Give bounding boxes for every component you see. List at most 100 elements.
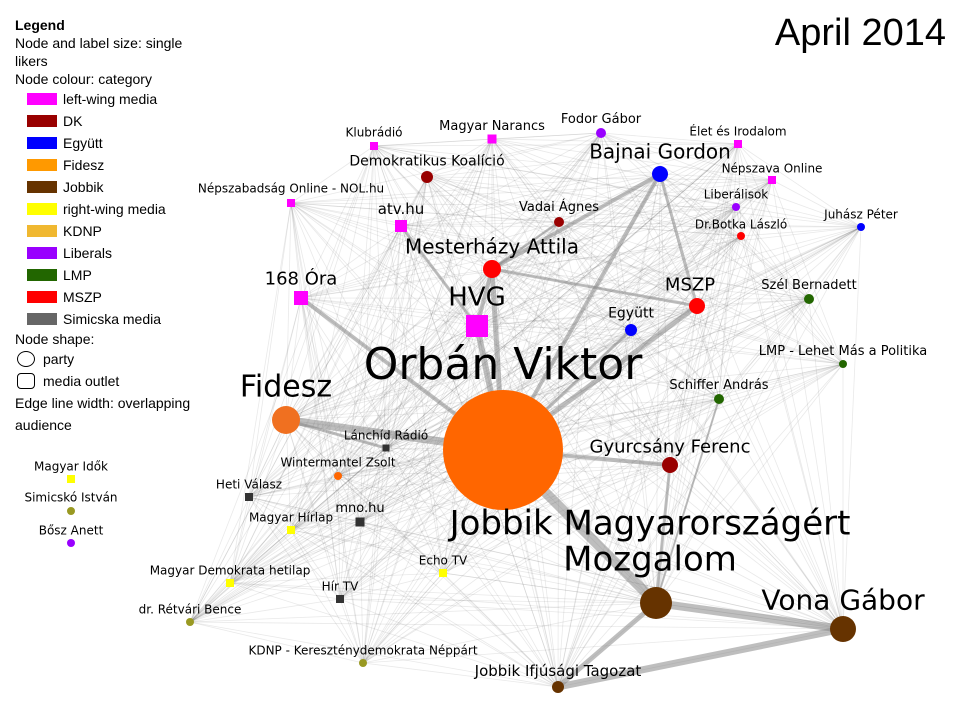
node-label: Jobbik Ifjúsági Tagozat [474, 662, 642, 681]
media-node [395, 220, 407, 232]
node-label: Orbán Viktor [363, 338, 643, 390]
edge [189, 398, 720, 623]
edge [300, 145, 375, 299]
edge [248, 268, 493, 498]
edge [740, 235, 844, 630]
legend-label: Jobbik [63, 179, 104, 195]
edge [426, 176, 671, 466]
edge [558, 221, 698, 307]
edge [669, 305, 698, 466]
node-label: Bősz Anett [38, 523, 104, 538]
edge [248, 329, 632, 498]
edge [491, 138, 739, 145]
edge [696, 298, 810, 307]
edge [285, 419, 844, 630]
edge [659, 173, 810, 300]
edge [735, 206, 844, 365]
edge [359, 521, 559, 688]
node-label: atv.hu [377, 200, 425, 219]
node-label: Lánchíd Rádió [343, 428, 429, 443]
edge [337, 475, 657, 604]
node-label: MSZP [664, 274, 716, 296]
edge [359, 221, 560, 523]
edge [339, 138, 493, 600]
edge [290, 132, 602, 531]
edge [630, 143, 739, 331]
edge [229, 297, 302, 584]
node-label: Demokratikus Koalíció [349, 153, 505, 170]
edge [557, 173, 661, 688]
edge [189, 521, 361, 623]
party-node [186, 618, 194, 626]
edge [669, 298, 810, 466]
edge [737, 143, 810, 300]
edge [630, 329, 844, 630]
edge [655, 143, 739, 604]
legend-label: LMP [63, 267, 92, 283]
edge [696, 305, 720, 400]
edge [285, 176, 428, 421]
edge [290, 179, 773, 531]
edge [655, 173, 661, 604]
edge [189, 305, 698, 623]
edge [600, 132, 862, 228]
edge [491, 138, 657, 604]
edge [669, 206, 737, 466]
legend-swatch [27, 225, 57, 237]
edge [285, 418, 387, 450]
edge [248, 235, 742, 498]
node-label: Népszabadság Online - NOL.hu [197, 181, 385, 196]
edge [248, 496, 559, 688]
edge [491, 226, 862, 270]
edge [290, 202, 720, 400]
edge [229, 173, 661, 584]
edge [229, 226, 862, 584]
edge [373, 145, 493, 270]
edge [339, 179, 773, 600]
node-label: LMP - Lehet Más a Politika [758, 344, 928, 360]
edge [248, 221, 560, 498]
edge [290, 268, 493, 531]
legend-row: right-wing media [15, 198, 215, 220]
party-node [839, 360, 847, 368]
edge [491, 138, 773, 181]
edge [400, 225, 844, 365]
edge [669, 179, 773, 466]
edge [189, 529, 292, 623]
edge [630, 305, 698, 331]
edge [669, 226, 862, 466]
edge [337, 363, 844, 477]
party-node [732, 203, 740, 211]
edge [359, 176, 428, 523]
party-node [67, 507, 75, 515]
edge [300, 132, 602, 299]
legend-swatch [27, 181, 57, 193]
edge [696, 226, 862, 307]
edge [290, 179, 773, 204]
edge [476, 179, 773, 327]
edge [290, 529, 657, 604]
edge [285, 268, 493, 421]
edge [189, 176, 428, 623]
edge [359, 226, 862, 523]
party-node [662, 457, 678, 473]
edge [290, 202, 493, 270]
edge [229, 521, 361, 584]
edge [339, 145, 375, 600]
edge [442, 132, 602, 574]
edge [290, 202, 402, 227]
edge [337, 475, 341, 600]
edge [655, 398, 720, 604]
edge [426, 143, 739, 178]
edge [718, 398, 844, 630]
edge [337, 143, 739, 477]
edge [248, 179, 773, 498]
legend-row: MSZP [15, 286, 215, 308]
edge [285, 419, 361, 523]
edge [189, 621, 559, 688]
edge [189, 268, 493, 623]
edge [476, 325, 844, 365]
edge [300, 297, 361, 523]
node-label: Fodor Gábor [560, 112, 642, 128]
